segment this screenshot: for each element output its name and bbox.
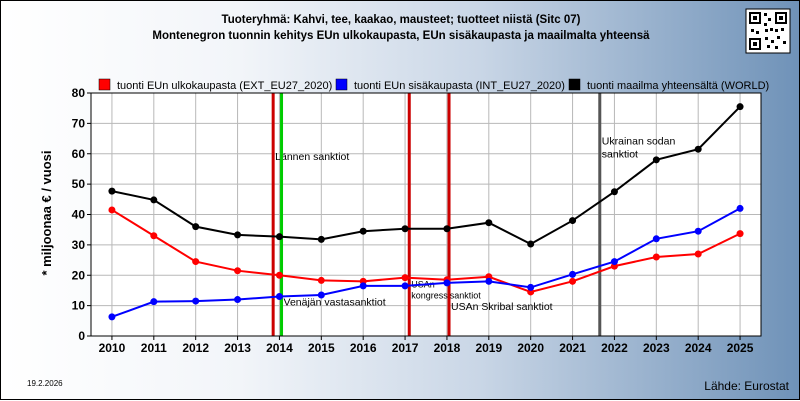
data-point bbox=[108, 313, 116, 321]
data-point bbox=[485, 277, 493, 285]
data-point bbox=[736, 230, 744, 238]
data-point bbox=[317, 291, 325, 299]
series-line bbox=[111, 105, 741, 246]
y-tick-label: 80 bbox=[72, 86, 86, 100]
date-label: 19.2.2026 bbox=[27, 379, 63, 388]
data-point bbox=[443, 225, 451, 233]
data-point bbox=[610, 188, 618, 196]
x-tick-label: 2018 bbox=[434, 341, 461, 355]
data-point bbox=[234, 231, 242, 239]
data-point bbox=[275, 271, 283, 279]
data-point bbox=[694, 145, 702, 153]
data-point bbox=[527, 283, 535, 291]
data-point bbox=[569, 217, 577, 225]
data-point bbox=[234, 267, 242, 275]
data-point bbox=[317, 235, 325, 243]
data-point bbox=[694, 227, 702, 235]
y-tick-label: 0 bbox=[78, 329, 85, 343]
data-point bbox=[359, 227, 367, 235]
data-point bbox=[485, 219, 493, 227]
x-tick-label: 2023 bbox=[643, 341, 670, 355]
x-tick-label: 2019 bbox=[475, 341, 502, 355]
y-tick-label: 50 bbox=[72, 177, 86, 191]
y-tick-label: 30 bbox=[72, 238, 86, 252]
x-tick-label: 2010 bbox=[99, 341, 126, 355]
data-point bbox=[150, 196, 158, 204]
data-point bbox=[192, 297, 200, 305]
data-point bbox=[275, 293, 283, 301]
x-tick-label: 2013 bbox=[224, 341, 251, 355]
data-point bbox=[108, 187, 116, 195]
event-label: USAn Skribal sanktiot bbox=[451, 301, 553, 313]
series-line bbox=[111, 209, 741, 294]
data-point bbox=[527, 240, 535, 248]
legend-swatch bbox=[568, 78, 581, 91]
data-point bbox=[150, 298, 158, 306]
data-point bbox=[192, 223, 200, 231]
data-point bbox=[401, 274, 409, 282]
data-point bbox=[610, 258, 618, 266]
y-axis-label: * miljoonaa € / vuosi bbox=[39, 151, 54, 276]
data-point bbox=[443, 279, 451, 287]
axes: 0 10 20 30 40 50 60 70 80 2010 2011 2012 2013 2014 201… bbox=[72, 86, 762, 355]
data-point bbox=[359, 282, 367, 290]
y-tick-label: 60 bbox=[72, 147, 86, 161]
x-tick-label: 2025 bbox=[727, 341, 754, 355]
data-point bbox=[569, 270, 577, 278]
x-tick-label: 2024 bbox=[685, 341, 712, 355]
data-point bbox=[694, 250, 702, 258]
event-label: Lännen sanktiot bbox=[275, 151, 349, 163]
data-point bbox=[569, 277, 577, 285]
data-point bbox=[192, 258, 200, 266]
legend-swatch bbox=[335, 78, 348, 91]
event-label: Venäjän vastasanktiot bbox=[284, 297, 386, 309]
grid bbox=[91, 92, 761, 337]
y-tick-label: 20 bbox=[72, 268, 86, 282]
series-line bbox=[111, 207, 741, 318]
x-tick-label: 2014 bbox=[266, 341, 293, 355]
y-tick-label: 10 bbox=[72, 299, 86, 313]
legend-entry: tuonti EUn sisäkaupasta (INT_EU27_2020) bbox=[354, 80, 565, 92]
qr-code bbox=[745, 8, 791, 54]
event-label-line2: sanktiot bbox=[602, 149, 638, 161]
legend-entry: tuonti EUn ulkokaupasta (EXT_EU27_2020) bbox=[117, 80, 332, 92]
legend-swatch bbox=[98, 78, 111, 91]
data-point bbox=[401, 225, 409, 233]
data-point bbox=[652, 235, 660, 243]
data-point bbox=[652, 253, 660, 261]
x-tick-label: 2011 bbox=[141, 341, 167, 355]
data-point bbox=[736, 103, 744, 111]
data-point bbox=[234, 296, 242, 304]
event-label: Ukrainan sodan bbox=[602, 136, 676, 148]
source-label: Lähde: Eurostat bbox=[704, 379, 789, 393]
data-point bbox=[317, 276, 325, 284]
data-point bbox=[150, 232, 158, 240]
legend: tuonti EUn ulkokaupasta (EXT_EU27_2020) t… bbox=[98, 78, 769, 92]
y-tick-label: 40 bbox=[72, 208, 86, 222]
data-point bbox=[652, 156, 660, 164]
x-tick-label: 2012 bbox=[182, 341, 209, 355]
data-point bbox=[275, 233, 283, 241]
x-tick-label: 2021 bbox=[559, 341, 586, 355]
x-tick-label: 2020 bbox=[517, 341, 544, 355]
legend-entry: tuonti maailma yhteensältä (WORLD) bbox=[587, 80, 769, 92]
chart-title: Tuoteryhmä: Kahvi, tee, kaakao, mausteet… bbox=[222, 14, 581, 26]
data-point bbox=[401, 282, 409, 290]
event-label-line2: kongressisanktiot bbox=[411, 290, 481, 300]
x-tick-label: 2017 bbox=[392, 341, 419, 355]
y-tick-label: 70 bbox=[72, 116, 86, 130]
data-point bbox=[108, 206, 116, 214]
x-tick-label: 2022 bbox=[601, 341, 628, 355]
chart-subtitle: Montenegron tuonnin kehitys EUn ulkokaup… bbox=[152, 30, 650, 42]
x-tick-label: 2015 bbox=[308, 341, 335, 355]
data-point bbox=[736, 204, 744, 212]
series-lines bbox=[108, 103, 744, 321]
x-tick-label: 2016 bbox=[350, 341, 377, 355]
